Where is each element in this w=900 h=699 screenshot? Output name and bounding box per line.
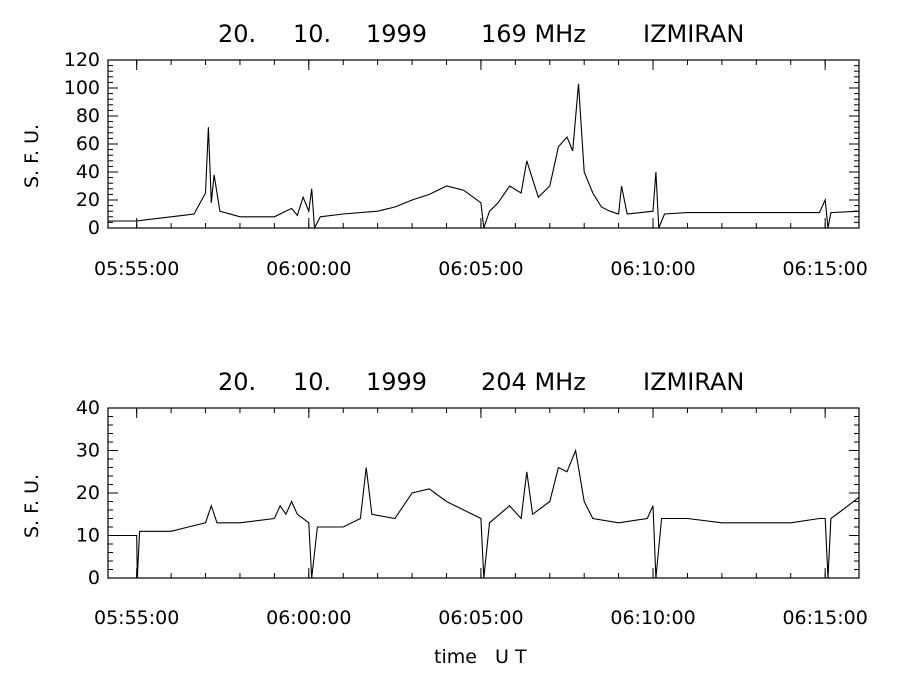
y-tick-label: 80 (76, 105, 100, 127)
chart-title-date-year: 1999 (366, 20, 427, 48)
chart-title-frequency: 204 MHz (481, 368, 586, 396)
x-tick-label: 05:55:00 (94, 258, 179, 280)
chart-title-observatory: IZMIRAN (643, 20, 744, 48)
chart-title-date-year: 1999 (366, 368, 427, 396)
chart-panel-204mhz: 20. 10. 1999 204 MHz IZMIRAN S. F. U. 0 1… (21, 368, 868, 668)
y-tick-label: 0 (88, 217, 100, 239)
x-tick-label: 05:55:00 (94, 607, 179, 629)
x-tick-label: 06:10:00 (610, 607, 695, 629)
x-tick-label: 06:15:00 (782, 258, 867, 280)
y-tick-label: 0 (88, 567, 100, 589)
y-tick-label: 30 (76, 440, 100, 462)
y-tick-label: 100 (64, 77, 100, 99)
x-tick-label: 06:05:00 (438, 607, 523, 629)
plot-frame (107, 407, 860, 579)
chart-title-date-month: 10. (293, 368, 331, 396)
x-tick-label: 06:00:00 (266, 258, 351, 280)
x-tick-label: 06:00:00 (266, 607, 351, 629)
y-tick-label: 20 (76, 189, 100, 211)
y-tick-label: 120 (64, 49, 100, 71)
y-axis-label: S. F. U. (21, 124, 43, 188)
chart-title-date-day: 20. (218, 20, 256, 48)
axes-group (108, 407, 859, 579)
chart-title-frequency: 169 MHz (481, 20, 586, 48)
y-tick-label: 60 (76, 133, 100, 155)
series-line (108, 83, 860, 230)
plot-frame (107, 59, 860, 229)
y-tick-label: 40 (76, 161, 100, 183)
chart-title-date-month: 10. (293, 20, 331, 48)
tick-labels: 0 20 40 60 80 100 120 05:55:00 06:00:00 06:05:00 0… (64, 49, 868, 280)
chart-title-date-day: 20. (218, 368, 256, 396)
y-tick-label: 10 (76, 525, 100, 547)
y-tick-label: 40 (76, 397, 100, 419)
series-line (108, 448, 860, 579)
chart-title-observatory: IZMIRAN (643, 368, 744, 396)
x-tick-label: 06:15:00 (782, 607, 867, 629)
x-tick-label: 06:05:00 (438, 258, 523, 280)
y-axis-label: S. F. U. (21, 474, 43, 538)
y-tick-label: 20 (76, 482, 100, 504)
x-tick-label: 06:10:00 (610, 258, 695, 280)
tick-labels: 0 10 20 30 40 05:55:00 06:00:00 06:05:00 06:10:0… (76, 397, 868, 629)
x-axis-label: time U T (434, 646, 527, 668)
chart-panel-169mhz: 20. 10. 1999 169 MHz IZMIRAN S. F. U. 0 2… (21, 20, 868, 280)
axes-group (108, 59, 859, 229)
